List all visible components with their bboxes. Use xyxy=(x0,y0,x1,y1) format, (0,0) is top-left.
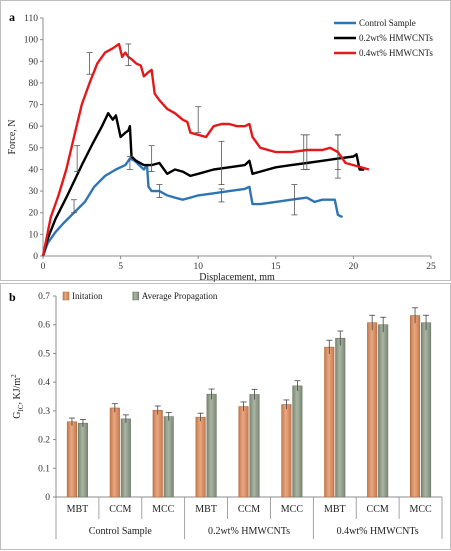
legend-label-2: 0.2wt% HMWCNTs xyxy=(359,33,433,43)
group-label: 0.4wt% HMWCNTs xyxy=(337,526,419,537)
x-tick-label: 0 xyxy=(41,262,46,272)
y-tick-label: 0.4 xyxy=(38,378,50,388)
x-tick-label: 10 xyxy=(193,262,203,272)
y-tick-label: 0 xyxy=(45,493,50,503)
bar-initiation xyxy=(195,416,206,498)
y-tick-label: 20 xyxy=(29,209,39,219)
bar-propagation xyxy=(120,418,131,498)
x-tick-label: 5 xyxy=(118,262,123,272)
category-label: MCC xyxy=(281,504,304,515)
bar-initiation xyxy=(281,404,292,498)
x-tick-label: 15 xyxy=(271,262,281,272)
y-tick-label: 0.2 xyxy=(38,436,50,446)
y-axis-title: Force, N xyxy=(7,120,18,155)
x-tick-label: 25 xyxy=(426,262,436,272)
force-displacement-chart: a 0 10 20 30 40 50 60 70 80 90 100 110 0 5 10 15 20 25 Disp… xyxy=(7,10,436,282)
y-tick-label: 100 xyxy=(24,36,39,46)
y-tick-label: 0.7 xyxy=(38,292,50,302)
series-line-1 xyxy=(41,157,344,257)
panel-a: a 0 10 20 30 40 50 60 70 80 90 100 110 0 5 10 15 20 25 Disp… xyxy=(0,0,451,282)
bar-propagation xyxy=(335,337,346,498)
category-label: MBT xyxy=(67,504,89,515)
panel-b: b 0 0.1 0.2 0.3 0.4 0.5 0.6 0.7 GIC, KJ/m2 MBT CCM M… xyxy=(0,283,451,550)
y-tick-label: 10 xyxy=(29,230,39,240)
bar-propagation xyxy=(292,385,303,498)
y-tick-label: 110 xyxy=(24,14,38,24)
y-axis-title-unit: , KJ/m xyxy=(12,378,23,405)
legend-swatch-2 xyxy=(132,291,140,301)
fracture-toughness-chart: b 0 0.1 0.2 0.3 0.4 0.5 0.6 0.7 GIC, KJ/m2 MBT CCM M… xyxy=(9,290,443,539)
y-tick-label: 80 xyxy=(29,79,39,89)
legend-label-1: Control Sample xyxy=(359,18,416,28)
legend-swatch-1 xyxy=(62,291,70,301)
y-tick-label: 0.1 xyxy=(38,464,50,474)
y-tick-label: 90 xyxy=(29,57,39,67)
series-line-2 xyxy=(41,112,365,257)
category-label: MBT xyxy=(324,504,346,515)
y-axis-title-sup: 2 xyxy=(10,374,18,378)
bar-initiation xyxy=(109,407,120,498)
category-label: MCC xyxy=(409,504,432,515)
panel-letter-a: a xyxy=(9,10,15,24)
y-tick-label: 0.5 xyxy=(38,349,50,359)
group-label: Control Sample xyxy=(89,526,153,537)
y-axis-title-main: G xyxy=(12,411,23,418)
bar-initiation xyxy=(324,346,335,498)
y-tick-label: 0.6 xyxy=(38,321,50,331)
y-tick-label: 40 xyxy=(29,165,39,175)
category-label: MBT xyxy=(195,504,217,515)
x-axis-title: Displacement, mm xyxy=(199,272,275,282)
bar-propagation xyxy=(378,324,389,498)
category-label: CCM xyxy=(367,504,389,515)
y-tick-label: 60 xyxy=(29,122,39,132)
bar-propagation xyxy=(163,416,174,498)
category-label: MCC xyxy=(152,504,175,515)
bar-initiation xyxy=(238,406,249,498)
category-label: CCM xyxy=(238,504,260,515)
category-label: CCM xyxy=(109,504,131,515)
y-tick-label: 0.3 xyxy=(38,407,50,417)
bar-propagation xyxy=(249,394,260,498)
y-tick-label: 0 xyxy=(33,252,38,262)
series-line-3 xyxy=(41,42,370,257)
panel-letter-b: b xyxy=(9,290,16,304)
legend-label-3: 0.4wt% HMWCNTs xyxy=(359,48,433,58)
group-label: 0.2wt% HMWCNTs xyxy=(208,526,290,537)
bar-propagation xyxy=(421,322,432,498)
y-axis-title-sub: IC xyxy=(17,404,25,411)
legend-label-2: Average Propagation xyxy=(142,291,218,301)
y-tick-label: 70 xyxy=(29,101,39,111)
bar-propagation xyxy=(206,393,217,498)
bar-initiation xyxy=(152,409,163,498)
y-tick-label: 50 xyxy=(29,144,39,154)
bar-propagation xyxy=(77,422,88,498)
x-tick-label: 20 xyxy=(349,262,359,272)
bar-initiation xyxy=(66,421,77,498)
bar-initiation xyxy=(410,315,421,498)
bar-initiation xyxy=(367,322,378,498)
y-tick-label: 30 xyxy=(29,187,39,197)
y-axis-title: GIC, KJ/m2 xyxy=(10,374,25,419)
legend-label-1: Initation xyxy=(72,291,103,301)
